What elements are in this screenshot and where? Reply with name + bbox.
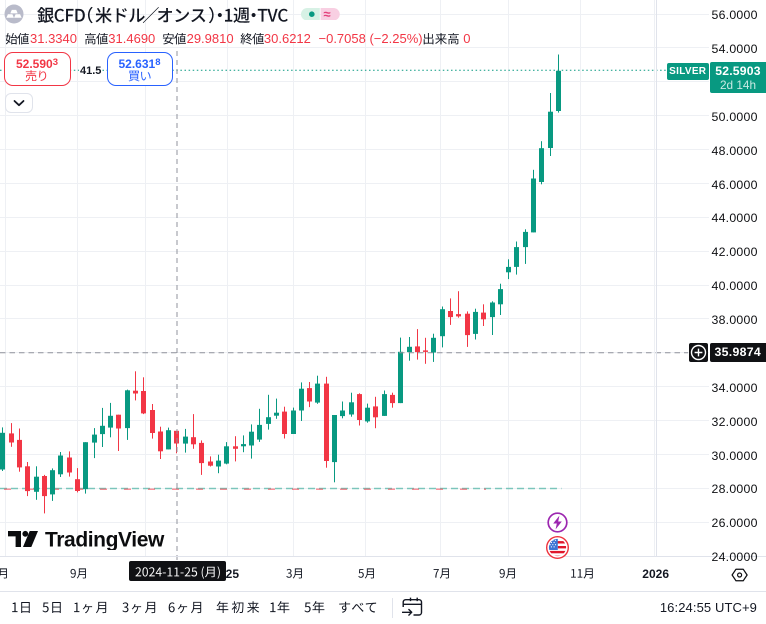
svg-text:≈: ≈ xyxy=(323,8,330,21)
svg-text:TradingView: TradingView xyxy=(45,530,165,550)
